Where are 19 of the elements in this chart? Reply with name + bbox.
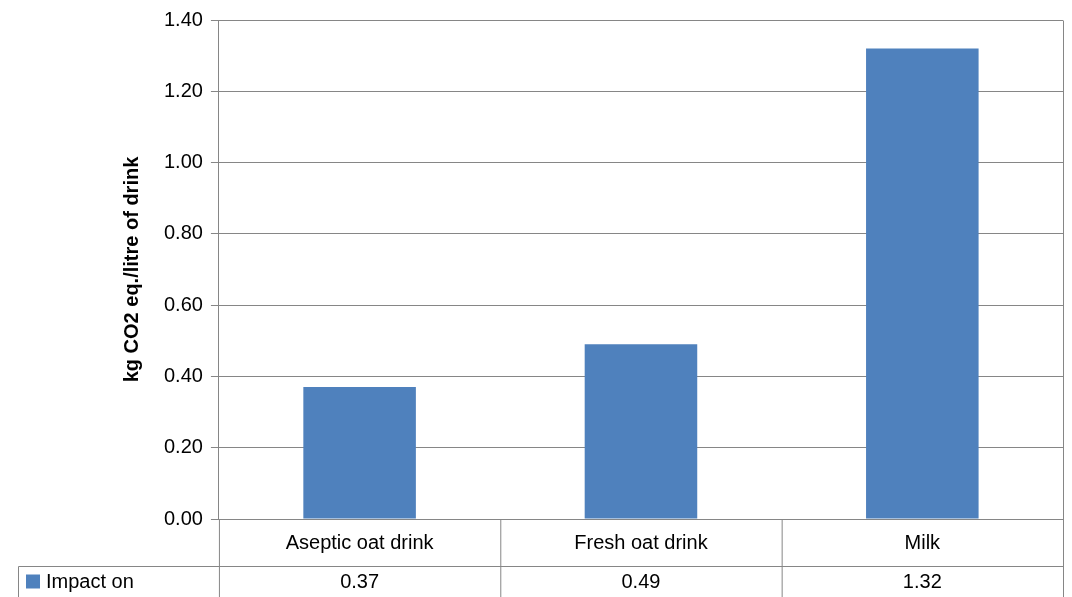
y-tick-label: 0.80	[163, 221, 203, 244]
y-tick-label: 1.40	[163, 7, 203, 30]
bar	[584, 344, 698, 519]
y-tick-label: 0.00	[163, 506, 203, 529]
data-label: 1.32	[902, 570, 942, 593]
y-tick-label: 0.60	[163, 292, 203, 315]
bar	[866, 48, 979, 519]
bar	[303, 387, 416, 519]
x-tick-label: Aseptic oat drink	[285, 530, 435, 553]
y-tick-label: 1.00	[163, 150, 203, 173]
data-label: 0.37	[340, 570, 380, 593]
y-tick-label: 1.20	[163, 78, 203, 101]
y-tick-label: 0.40	[163, 363, 203, 386]
legend-label: Impact on	[46, 570, 134, 593]
x-tick-label: Milk	[904, 530, 942, 553]
data-label: 0.49	[621, 570, 661, 593]
x-tick-label: Fresh oat drink	[574, 530, 709, 553]
y-tick-label: 0.20	[163, 435, 203, 458]
y-axis-title: kg CO2 eq./litre of drink	[119, 155, 142, 383]
